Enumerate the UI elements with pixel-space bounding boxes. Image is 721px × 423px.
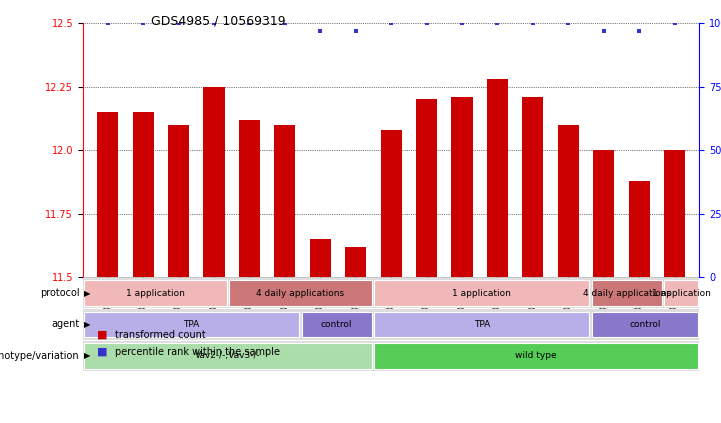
- Bar: [309, 239, 331, 277]
- Point: [138, 20, 149, 27]
- Bar: [374, 343, 698, 368]
- Bar: [593, 150, 614, 277]
- Text: 4 daily applications: 4 daily applications: [583, 288, 671, 298]
- Bar: [301, 312, 372, 337]
- Text: TPA: TPA: [474, 320, 490, 329]
- Text: ■: ■: [97, 330, 108, 340]
- Bar: [168, 125, 189, 277]
- Point: [598, 27, 609, 34]
- Text: protocol: protocol: [40, 288, 79, 298]
- Bar: [239, 120, 260, 277]
- Bar: [84, 312, 299, 337]
- Point: [669, 20, 681, 27]
- Bar: [84, 343, 372, 368]
- Text: 4 daily applications: 4 daily applications: [257, 288, 345, 298]
- Bar: [664, 280, 698, 306]
- Point: [386, 20, 397, 27]
- Point: [173, 20, 185, 27]
- Bar: [345, 247, 366, 277]
- Text: 1 application: 1 application: [652, 288, 711, 298]
- Text: ▶: ▶: [84, 288, 91, 298]
- Text: wild type: wild type: [516, 351, 557, 360]
- Bar: [274, 125, 296, 277]
- Text: 1 application: 1 application: [126, 288, 185, 298]
- Bar: [84, 280, 227, 306]
- Text: control: control: [629, 320, 660, 329]
- Bar: [203, 87, 225, 277]
- Bar: [451, 97, 473, 277]
- Bar: [133, 112, 154, 277]
- Point: [350, 27, 361, 34]
- Text: ■: ■: [97, 346, 108, 357]
- Point: [102, 20, 113, 27]
- Point: [633, 27, 645, 34]
- Point: [562, 20, 574, 27]
- Text: ▶: ▶: [84, 320, 91, 329]
- Text: agent: agent: [51, 319, 79, 330]
- Bar: [374, 312, 590, 337]
- Bar: [381, 130, 402, 277]
- Text: GDS4985 / 10569319: GDS4985 / 10569319: [151, 15, 286, 28]
- Text: genotype/variation: genotype/variation: [0, 351, 79, 361]
- Point: [492, 20, 503, 27]
- Bar: [522, 97, 544, 277]
- Bar: [487, 79, 508, 277]
- Bar: [97, 112, 118, 277]
- Bar: [416, 99, 437, 277]
- Text: 1 application: 1 application: [452, 288, 511, 298]
- Bar: [592, 312, 698, 337]
- Text: Vav2-/-;Vav3-/-: Vav2-/-;Vav3-/-: [195, 351, 261, 360]
- Text: transformed count: transformed count: [115, 330, 206, 340]
- Text: TPA: TPA: [184, 320, 200, 329]
- Bar: [229, 280, 372, 306]
- Point: [244, 20, 255, 27]
- Bar: [374, 280, 590, 306]
- Point: [456, 20, 468, 27]
- Text: ▶: ▶: [84, 351, 91, 360]
- Point: [421, 20, 433, 27]
- Bar: [592, 280, 662, 306]
- Bar: [629, 181, 650, 277]
- Bar: [664, 150, 685, 277]
- Point: [314, 27, 326, 34]
- Bar: [557, 125, 579, 277]
- Point: [208, 20, 220, 27]
- Text: control: control: [321, 320, 353, 329]
- Text: percentile rank within the sample: percentile rank within the sample: [115, 346, 280, 357]
- Point: [279, 20, 291, 27]
- Point: [527, 20, 539, 27]
